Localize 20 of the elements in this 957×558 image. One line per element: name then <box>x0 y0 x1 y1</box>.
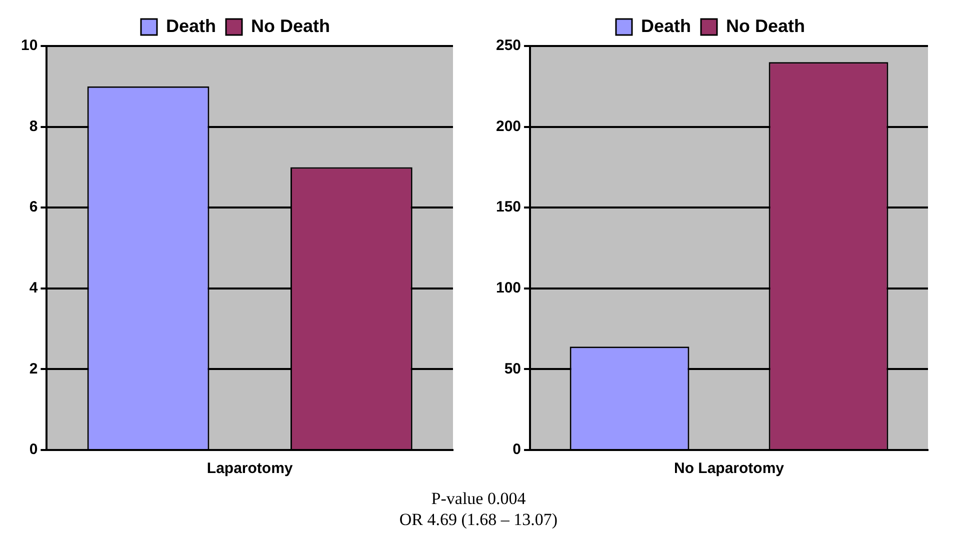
y-tick-label: 50 <box>504 360 522 378</box>
y-tick-label: 4 <box>29 280 38 297</box>
legend-label: No Death <box>726 16 806 36</box>
text: OR 4.69 (1.68 – 13.07) <box>398 509 559 530</box>
y-tick-label: 6 <box>29 198 38 216</box>
y-tick-label: 100 <box>496 280 522 297</box>
y-tick-label: 0 <box>29 441 38 458</box>
y-tick-label: 2 <box>29 360 38 378</box>
legend-label: No Death <box>251 16 330 36</box>
x-tick-label: No Laparotomy <box>674 460 785 478</box>
text: P-value 0.004 <box>430 488 527 509</box>
legend-label: Death <box>640 16 692 36</box>
y-tick-label: 200 <box>496 118 522 135</box>
y-tick-label: 150 <box>496 198 522 216</box>
y-tick-label: 0 <box>512 441 522 458</box>
y-tick-label: 250 <box>496 37 522 54</box>
legend-label: Death <box>166 16 216 36</box>
y-tick-label: 10 <box>20 37 38 54</box>
x-tick-label: Laparotomy <box>206 460 294 478</box>
y-tick-label: 8 <box>29 118 38 135</box>
